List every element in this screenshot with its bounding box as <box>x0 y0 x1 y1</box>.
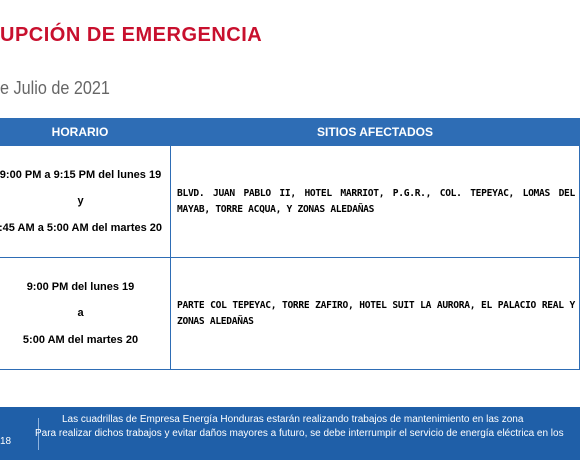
page-number: 18 <box>0 436 12 447</box>
title: UPCIÓN DE EMERGENCIA <box>0 24 263 46</box>
subtitle: e Julio de 2021 <box>0 78 110 98</box>
header-cell: HORARIO <box>0 118 170 145</box>
sitios-cell: PARTE COL TEPEYAC, TORRE ZAFIRO, HOTEL S… <box>170 257 580 370</box>
horario-line: 5:00 AM del martes 20 <box>22 333 139 346</box>
sitios-cell: BLVD. JUAN PABLO II, HOTEL MARRIOT, P.G.… <box>170 145 580 258</box>
horario-line: :45 AM a 5:00 AM del martes 20 <box>0 221 163 234</box>
footer-bar <box>0 407 580 460</box>
header-cell: SITIOS AFECTADOS <box>170 118 580 145</box>
footer-text: Las cuadrillas de Empresa Energía Hondur… <box>62 414 524 425</box>
horario-line: y <box>77 195 84 208</box>
horario-line: a <box>77 307 84 320</box>
horario-cell: 9:00 PM a 9:15 PM del lunes 19 y :45 AM a … <box>0 145 171 258</box>
divider <box>38 418 39 450</box>
footer-text: Para realizar dichos trabajos y evitar d… <box>35 428 564 439</box>
horario-line: 9:00 PM a 9:15 PM del lunes 19 <box>0 169 162 182</box>
sitios-text: BLVD. JUAN PABLO II, HOTEL MARRIOT, P.G.… <box>177 187 575 215</box>
horario-line: 9:00 PM del lunes 19 <box>26 281 135 294</box>
sitios-text: PARTE COL TEPEYAC, TORRE ZAFIRO, HOTEL S… <box>177 299 575 327</box>
horario-cell: 9:00 PM del lunes 19 a 5:00 AM del martes … <box>0 257 171 370</box>
